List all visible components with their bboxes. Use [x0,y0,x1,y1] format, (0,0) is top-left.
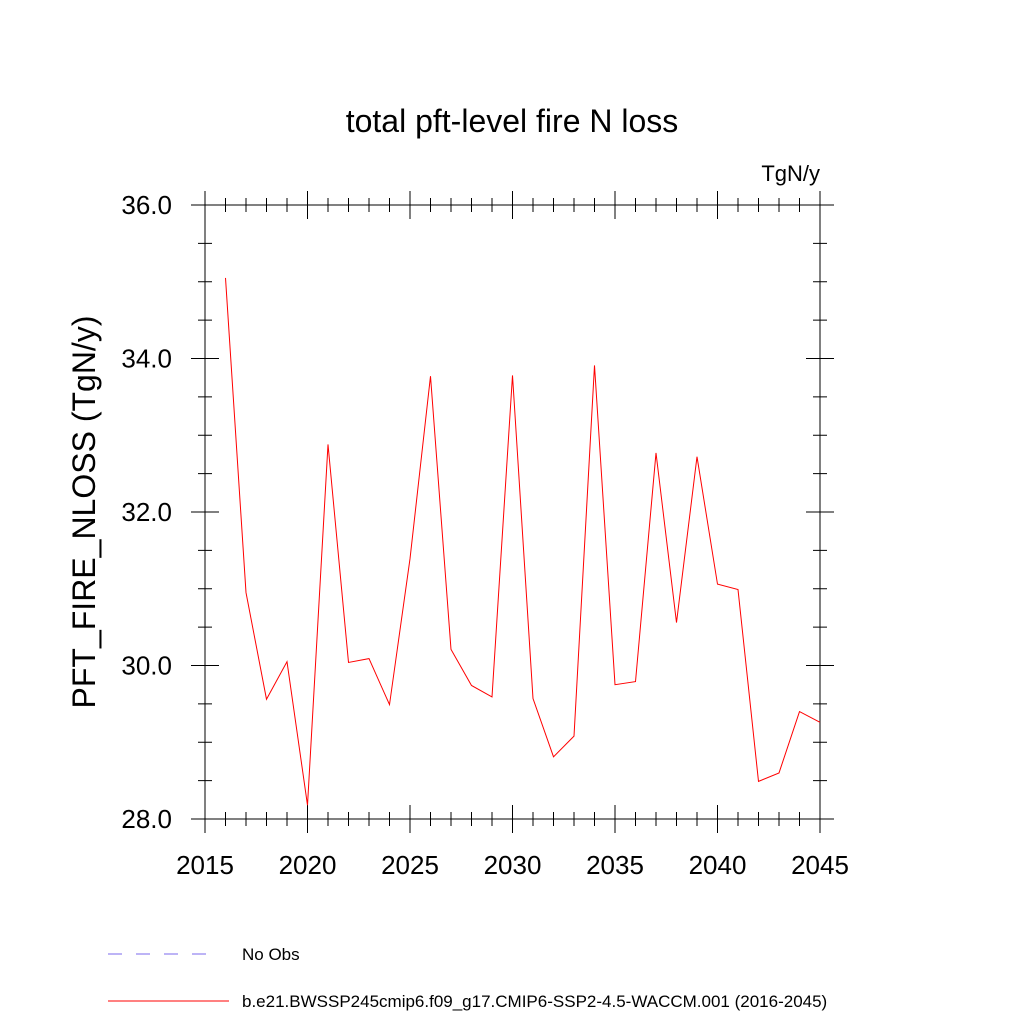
minor-ticks [198,198,827,826]
y-tick-label: 28.0 [121,804,172,834]
legend-label-no-obs: No Obs [242,945,300,964]
series-group [225,277,821,806]
y-tick-label: 30.0 [121,651,172,681]
y-tick-label: 32.0 [121,497,172,527]
legend-label-model: b.e21.BWSSP245cmip6.f09_g17.CMIP6-SSP2-4… [242,992,827,1011]
y-tick-label: 36.0 [121,190,172,220]
x-tick-label: 2040 [689,850,747,880]
x-tick-label: 2035 [586,850,644,880]
y-tick-labels: 28.0 30.0 32.0 34.0 36.0 [121,190,172,834]
x-tick-label: 2015 [176,850,234,880]
legend: No Obs b.e21.BWSSP245cmip6.f09_g17.CMIP6… [108,945,827,1011]
x-tick-label: 2030 [484,850,542,880]
y-axis-label: PFT_FIRE_NLOSS (TgN/y) [66,316,102,709]
x-tick-labels: 2015 2020 2025 2030 2035 2040 2045 [176,850,849,880]
x-tick-label: 2045 [791,850,849,880]
x-tick-label: 2020 [279,850,337,880]
chart-title: total pft-level fire N loss [346,103,679,139]
x-tick-label: 2025 [381,850,439,880]
units-label: TgN/y [761,161,820,186]
major-ticks [191,191,834,833]
y-tick-label: 34.0 [121,344,172,374]
plot-frame [204,204,821,820]
series-line [225,277,821,806]
